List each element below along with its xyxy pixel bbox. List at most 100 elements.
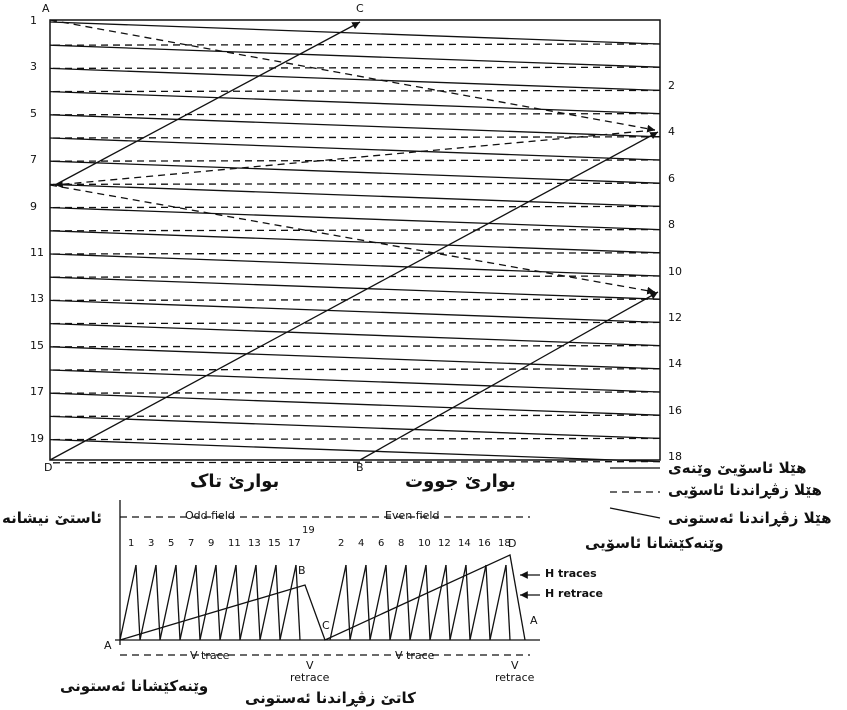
line-number: 5 <box>168 538 175 549</box>
horizontal-trace <box>49 137 661 161</box>
line-number: 10 <box>668 264 682 278</box>
h-trace <box>159 564 177 641</box>
line-number: 5 <box>30 106 37 120</box>
line-number: 12 <box>438 538 451 549</box>
vertical-retrace-3 <box>54 129 656 189</box>
vertical-sawtooth <box>119 554 526 641</box>
h-retrace <box>345 564 351 641</box>
horizontal-retrace <box>49 344 661 348</box>
horizontal-retrace <box>49 414 661 418</box>
caption: کاتێ زڤڕاندنا ئەستونی <box>245 689 416 707</box>
annotation: H retrace <box>545 587 604 600</box>
line-number: 19 <box>30 431 44 445</box>
h-retrace <box>235 564 241 641</box>
horizontal-retrace <box>49 298 661 302</box>
h-trace <box>409 564 427 641</box>
line-number: 19 <box>302 525 315 536</box>
line-number: 8 <box>668 218 675 232</box>
field-label: Even field <box>385 509 440 522</box>
line-number: 17 <box>288 538 301 549</box>
horizontal-trace <box>49 114 661 138</box>
h-trace <box>179 564 197 641</box>
point-label: D <box>508 537 517 550</box>
line-number: 11 <box>228 538 241 549</box>
h-retrace <box>215 564 221 641</box>
legend-label: وێنەکێشانا ئاسۆیی <box>585 534 724 552</box>
line-number: 2 <box>338 538 345 549</box>
h-retrace <box>505 564 511 641</box>
line-number: 6 <box>668 171 675 185</box>
line-number: 15 <box>268 538 281 549</box>
h-retrace <box>425 564 431 641</box>
horizontal-retrace <box>49 437 661 441</box>
horizontal-retrace <box>49 252 661 255</box>
horizontal-retrace <box>49 368 661 371</box>
line-number: 9 <box>208 538 215 549</box>
field-label: بوارێ تاک <box>190 471 280 492</box>
line-number: 1 <box>128 538 135 549</box>
horizontal-retrace <box>49 43 661 46</box>
line-number: 9 <box>30 199 37 213</box>
annotation: V retrace <box>290 659 330 685</box>
horizontal-trace <box>49 299 661 324</box>
line-number: 18 <box>668 450 682 464</box>
h-trace <box>119 564 137 641</box>
line-number: 13 <box>30 292 44 306</box>
field-label: Odd field <box>185 509 235 522</box>
line-number: 3 <box>148 538 155 549</box>
corner-label: A <box>42 2 50 15</box>
h-retrace <box>405 564 411 641</box>
axis-label: ئاستێ نیشانە <box>2 509 102 527</box>
horizontal-trace <box>49 183 661 208</box>
vertical-retrace-2 <box>49 184 656 295</box>
point-label: B <box>298 564 306 577</box>
horizontal-trace <box>49 276 661 300</box>
annotation: V trace <box>190 649 230 662</box>
h-retrace <box>385 564 391 641</box>
horizontal-retrace <box>49 112 661 116</box>
h-trace <box>279 564 297 641</box>
horizontal-trace <box>49 230 661 254</box>
line-number: 7 <box>30 153 37 167</box>
h-retrace <box>175 564 181 641</box>
line-number: 4 <box>668 125 675 139</box>
horizontal-retrace <box>49 275 661 278</box>
line-number: 10 <box>418 538 431 549</box>
h-trace <box>239 564 257 641</box>
annotation: H traces <box>545 567 597 580</box>
line-number: 8 <box>398 538 405 549</box>
line-number: 1 <box>30 14 37 27</box>
h-retrace <box>445 564 451 641</box>
h-retrace <box>485 564 491 641</box>
h-trace <box>259 564 277 641</box>
line-number: 2 <box>668 79 675 92</box>
horizontal-trace <box>49 206 661 231</box>
line-number: 14 <box>458 538 471 549</box>
line-number: 11 <box>30 246 44 259</box>
line-number: 4 <box>358 538 365 549</box>
horizontal-retrace <box>49 391 661 394</box>
vertical-retrace <box>49 19 656 133</box>
legend-label: هێلا زڤڕاندنا ئەستونی <box>668 509 832 527</box>
h-trace <box>199 564 217 641</box>
legend-label: هێلا زڤڕاندنا ئاسۆیی <box>668 481 822 499</box>
horizontal-retrace <box>49 89 661 93</box>
horizontal-trace <box>49 346 661 370</box>
legend-bold <box>609 507 661 519</box>
horizontal-trace <box>49 67 661 92</box>
line-number: 16 <box>668 403 682 417</box>
horizontal-retrace <box>49 182 661 186</box>
horizontal-trace <box>49 369 661 393</box>
horizontal-trace <box>49 90 661 115</box>
horizontal-retrace <box>49 66 661 70</box>
horizontal-retrace <box>49 321 661 325</box>
corner-label: D <box>44 461 53 474</box>
caption: وێنەکێشانا ئەستونی <box>60 677 209 695</box>
line-number: 15 <box>30 338 44 352</box>
horizontal-retrace <box>49 136 661 139</box>
legend-label: هێلا ئاسۆیێ وێنەی <box>668 459 807 477</box>
horizontal-trace <box>49 322 661 347</box>
horizontal-trace <box>49 438 661 463</box>
